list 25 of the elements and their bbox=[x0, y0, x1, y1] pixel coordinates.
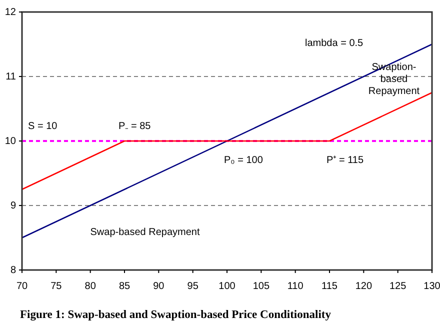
annotation: P₋ = 85 bbox=[118, 121, 152, 132]
x-tick-label: 85 bbox=[118, 281, 130, 292]
y-tick-label: 10 bbox=[4, 136, 16, 148]
x-tick-label: 125 bbox=[389, 281, 407, 292]
x-tick-label: 120 bbox=[355, 281, 372, 292]
y-tick-label: 11 bbox=[6, 72, 16, 83]
annotation: P⁺ = 115 bbox=[326, 155, 364, 166]
x-tick-label: 110 bbox=[287, 281, 304, 292]
x-tick-label: 70 bbox=[16, 281, 28, 292]
y-tick-label: 8 bbox=[10, 265, 16, 276]
x-tick-label: 115 bbox=[322, 281, 338, 292]
x-tick-label: 80 bbox=[84, 281, 96, 292]
y-tick-label: 9 bbox=[10, 200, 16, 212]
x-tick-label: 130 bbox=[424, 281, 440, 292]
x-tick-label: 90 bbox=[153, 281, 165, 292]
x-tick-label: 105 bbox=[252, 281, 270, 292]
y-tick-label: 12 bbox=[4, 7, 16, 18]
ref-line-label: S = 10 bbox=[28, 121, 58, 132]
annotation: P₀ = 100 bbox=[224, 155, 264, 166]
text: Figure 1: Swap-based and Swaption-based Price Conditionality bbox=[20, 309, 332, 321]
annotation: Swap-based Repayment bbox=[90, 227, 200, 238]
x-tick-label: 100 bbox=[218, 281, 236, 292]
annotation: lambda = 0.5 bbox=[305, 38, 364, 49]
x-tick-label: 75 bbox=[50, 281, 62, 292]
x-tick-label: 95 bbox=[187, 281, 199, 292]
